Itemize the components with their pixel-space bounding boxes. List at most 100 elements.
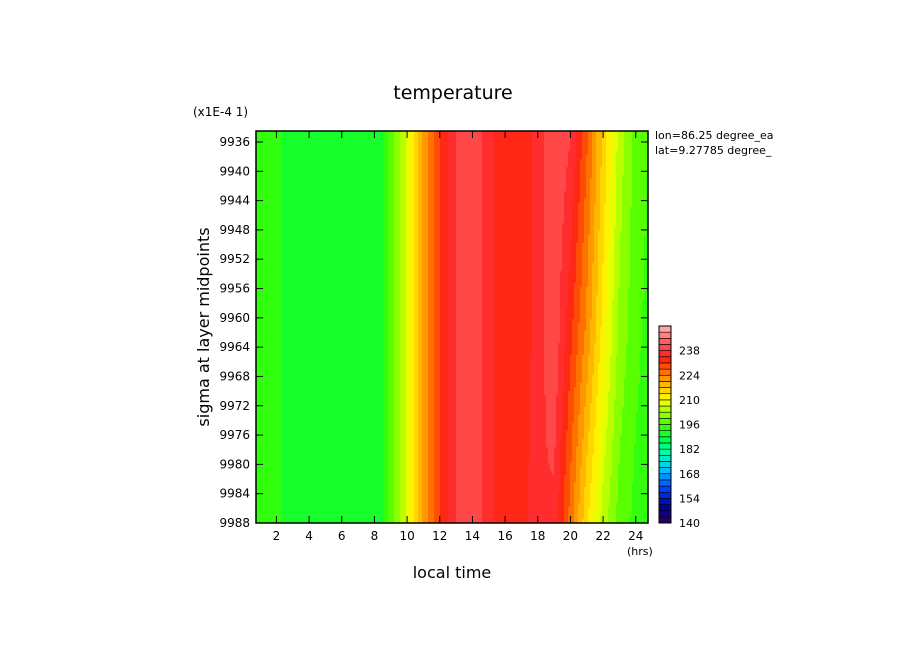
heatmap-cell bbox=[368, 179, 371, 184]
heatmap-cell bbox=[520, 163, 523, 168]
heatmap-cell bbox=[440, 143, 443, 148]
heatmap-cell bbox=[536, 187, 539, 192]
heatmap-cell bbox=[560, 179, 563, 184]
heatmap-cell bbox=[354, 147, 357, 152]
heatmap-cell bbox=[374, 155, 377, 160]
heatmap-cell bbox=[468, 163, 471, 168]
heatmap-cell bbox=[394, 167, 397, 172]
heatmap-cell bbox=[474, 143, 477, 148]
heatmap-cell bbox=[596, 159, 599, 164]
heatmap-cell bbox=[590, 139, 593, 144]
heatmap-cell bbox=[552, 159, 555, 164]
heatmap-cell bbox=[518, 159, 521, 164]
heatmap-cell bbox=[548, 155, 551, 160]
heatmap-cell bbox=[462, 155, 465, 160]
heatmap-cell bbox=[618, 155, 621, 160]
heatmap-cell bbox=[284, 147, 287, 152]
heatmap-cell bbox=[544, 179, 547, 184]
heatmap-cell bbox=[478, 139, 481, 144]
heatmap-cell bbox=[410, 155, 413, 160]
heatmap-cell bbox=[320, 159, 323, 164]
heatmap-cell bbox=[256, 167, 259, 172]
heatmap-cell bbox=[414, 187, 417, 192]
heatmap-cell bbox=[324, 183, 327, 188]
heatmap-cell bbox=[584, 143, 587, 148]
heatmap-cell bbox=[416, 147, 419, 152]
heatmap-cell bbox=[330, 167, 333, 172]
heatmap-cell bbox=[366, 179, 369, 184]
heatmap-cell bbox=[330, 143, 333, 148]
heatmap-cell bbox=[624, 131, 627, 136]
heatmap-cell bbox=[334, 139, 337, 144]
heatmap-cell bbox=[598, 183, 601, 188]
heatmap-cell bbox=[460, 167, 463, 172]
heatmap-cell bbox=[568, 147, 571, 152]
heatmap-cell bbox=[422, 163, 425, 168]
heatmap-cell bbox=[366, 135, 369, 140]
heatmap-cell bbox=[582, 155, 585, 160]
heatmap-cell bbox=[452, 183, 455, 188]
heatmap-cell bbox=[434, 187, 437, 192]
heatmap-cell bbox=[344, 159, 347, 164]
heatmap-cell bbox=[644, 163, 647, 168]
heatmap-cell bbox=[310, 151, 313, 156]
heatmap-cell bbox=[568, 163, 571, 168]
heatmap-cell bbox=[640, 175, 643, 180]
heatmap-cell bbox=[334, 163, 337, 168]
heatmap-cell bbox=[606, 139, 609, 144]
heatmap-cell bbox=[304, 159, 307, 164]
heatmap-cell bbox=[338, 159, 341, 164]
heatmap-cell bbox=[556, 179, 559, 184]
heatmap-cell bbox=[646, 171, 648, 176]
heatmap-cell bbox=[330, 155, 333, 160]
heatmap-cell bbox=[520, 179, 523, 184]
heatmap-cell bbox=[378, 155, 381, 160]
heatmap-cell bbox=[304, 175, 307, 180]
heatmap-cell bbox=[318, 183, 321, 188]
heatmap-cell bbox=[472, 139, 475, 144]
heatmap-cell bbox=[526, 155, 529, 160]
heatmap-cell bbox=[558, 171, 561, 176]
heatmap-cell bbox=[644, 155, 647, 160]
heatmap-cell bbox=[310, 179, 313, 184]
heatmap-cell bbox=[572, 183, 575, 188]
heatmap-cell bbox=[366, 183, 369, 188]
heatmap-cell bbox=[568, 155, 571, 160]
heatmap-cell bbox=[514, 139, 517, 144]
heatmap-cell bbox=[594, 143, 597, 148]
heatmap-cell bbox=[362, 183, 365, 188]
heatmap-cell bbox=[294, 155, 297, 160]
heatmap-cell bbox=[526, 131, 529, 136]
heatmap-cell bbox=[278, 171, 281, 176]
heatmap-cell bbox=[576, 143, 579, 148]
heatmap-cell bbox=[464, 139, 467, 144]
heatmap-cell bbox=[498, 167, 501, 172]
heatmap-cell bbox=[564, 131, 567, 136]
heatmap-cell bbox=[484, 175, 487, 180]
heatmap-cell bbox=[576, 171, 579, 176]
heatmap-cell bbox=[550, 135, 553, 140]
heatmap-cell bbox=[456, 143, 459, 148]
heatmap-cell bbox=[588, 147, 591, 152]
heatmap-cell bbox=[318, 139, 321, 144]
heatmap-cell bbox=[392, 183, 395, 188]
heatmap-cell bbox=[272, 151, 275, 156]
heatmap-cell bbox=[630, 183, 633, 188]
heatmap-cell bbox=[522, 163, 525, 168]
heatmap-cell bbox=[604, 139, 607, 144]
heatmap-cell bbox=[362, 135, 365, 140]
heatmap-cell bbox=[490, 147, 493, 152]
heatmap-cell bbox=[464, 155, 467, 160]
heatmap-cell bbox=[356, 171, 359, 176]
heatmap-cell bbox=[606, 183, 609, 188]
heatmap-cell bbox=[526, 187, 529, 192]
heatmap-cell bbox=[604, 159, 607, 164]
heatmap-cell bbox=[578, 179, 581, 184]
heatmap-cell bbox=[640, 131, 643, 136]
heatmap-cell bbox=[504, 155, 507, 160]
heatmap-cell bbox=[396, 159, 399, 164]
heatmap-cell bbox=[294, 147, 297, 152]
heatmap-cell bbox=[436, 147, 439, 152]
heatmap-cell bbox=[414, 179, 417, 184]
